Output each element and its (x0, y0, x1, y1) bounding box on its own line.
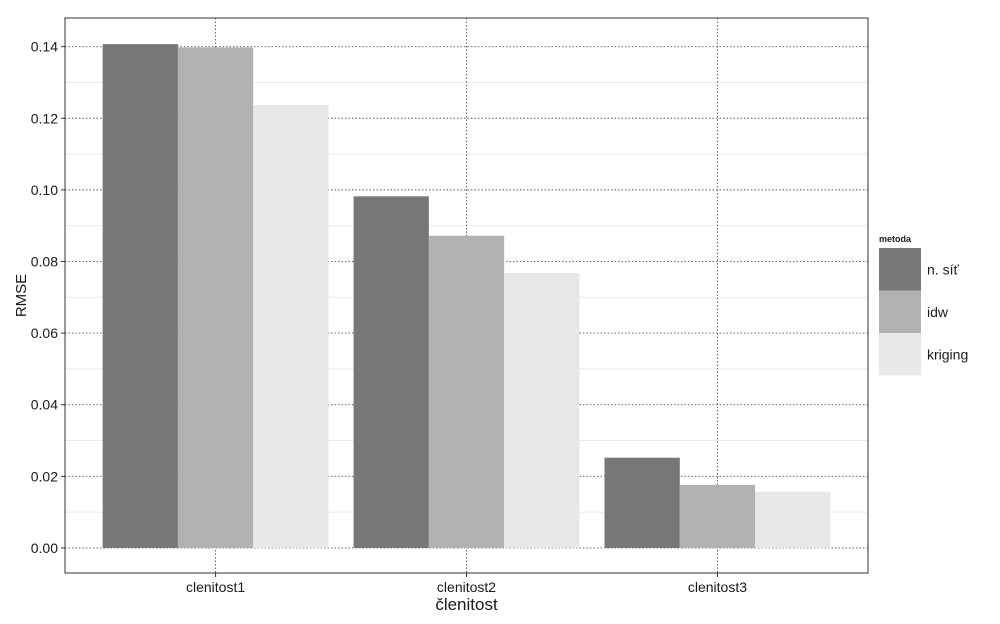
y-tick-label: 0.12 (31, 110, 58, 126)
bar (428, 235, 505, 548)
x-tick-label: clenitost1 (186, 579, 245, 595)
y-tick-label: 0.06 (31, 325, 58, 341)
y-tick-label: 0.02 (31, 468, 58, 484)
legend-label: idw (927, 304, 949, 320)
bar (353, 196, 429, 548)
legend-label: n. síť (927, 261, 959, 277)
bar (604, 457, 680, 548)
x-tick-label: clenitost3 (688, 579, 747, 595)
x-axis: clenitost1 clenitost2 clenitost3 (186, 573, 747, 595)
bar (177, 47, 254, 548)
bars (102, 44, 831, 548)
x-axis-title: členitost (435, 595, 498, 614)
bar (755, 491, 831, 548)
y-axis-title: RMSE (13, 274, 30, 317)
bar (504, 272, 580, 548)
legend-key (879, 248, 921, 291)
y-tick-label: 0.00 (31, 540, 58, 556)
bar (102, 44, 178, 548)
legend-key (879, 290, 921, 333)
bar (253, 105, 329, 548)
y-tick-label: 0.14 (31, 39, 58, 55)
y-tick-label: 0.08 (31, 253, 58, 269)
y-axis: 0.00 0.02 0.04 0.06 0.08 0.10 0.12 0.14 (31, 39, 65, 556)
bar (679, 484, 756, 548)
x-tick-label: clenitost2 (437, 579, 496, 595)
legend-label: kriging (927, 346, 968, 362)
y-tick-label: 0.10 (31, 182, 58, 198)
legend: metoda n. síť idw kriging (879, 234, 968, 376)
legend-key (879, 333, 921, 376)
legend-title: metoda (879, 234, 912, 244)
y-tick-label: 0.04 (31, 397, 58, 413)
legend-items: n. síť idw kriging (879, 248, 968, 376)
